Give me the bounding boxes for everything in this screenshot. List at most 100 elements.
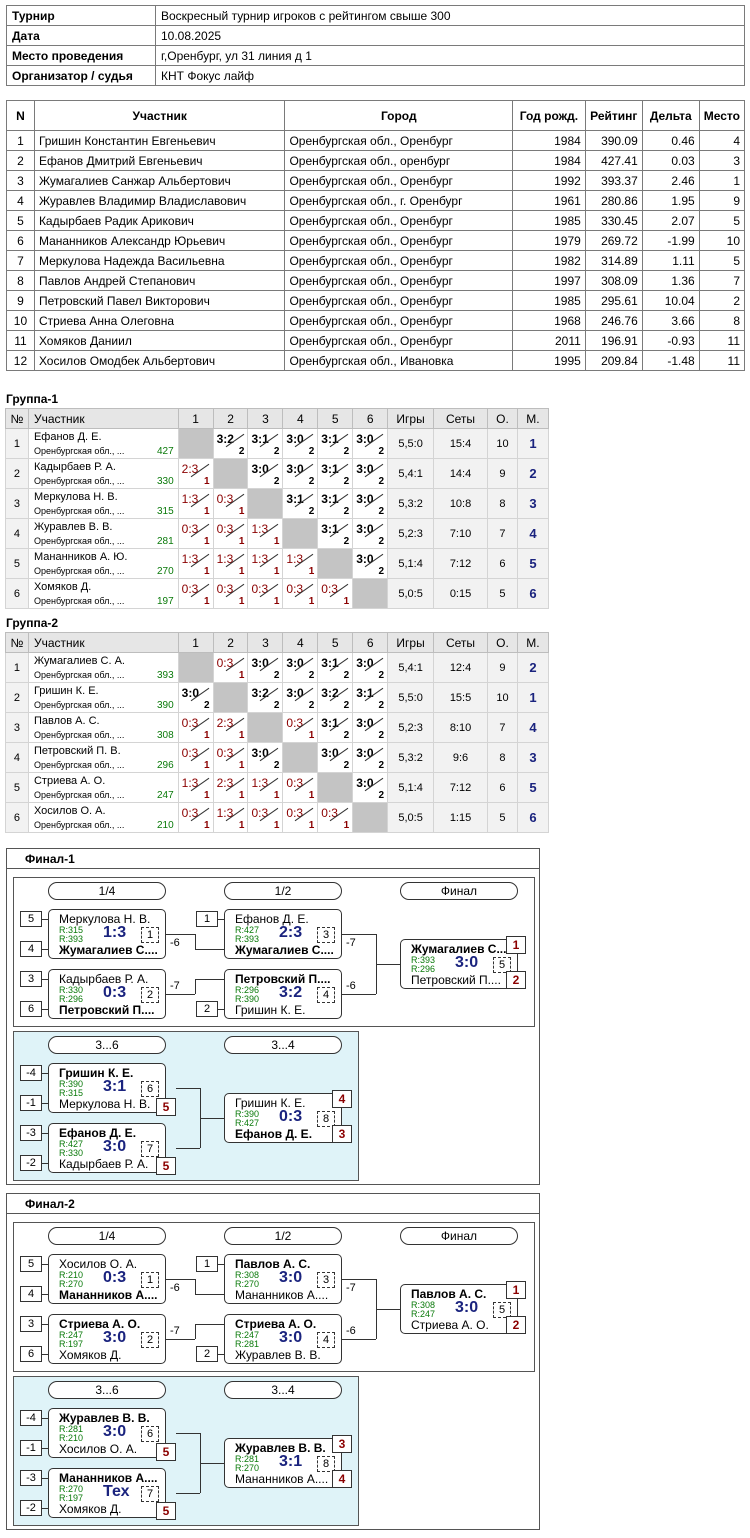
group-player: Кадырбаев Р. А. Оренбургская обл., ... 330 <box>27 458 179 489</box>
match-points: 2 <box>378 536 385 547</box>
group-1-table: № Участник 1 2 3 4 5 6 Игры Сеты О. М. 1 Ефанов Д. Е.… <box>5 408 550 609</box>
group-header-row: № Участник 1 2 3 4 5 6 Игры Сеты О. М. <box>5 632 550 653</box>
set-score: 0:3 <box>321 806 338 820</box>
match-rating-2: R:247 <box>411 1309 436 1319</box>
match-rating-2: R:197 <box>59 1339 84 1349</box>
match-result-cell: 2:3 1 <box>177 458 214 489</box>
sets-total: 10:8 <box>433 488 488 519</box>
bracket-line <box>218 1354 224 1355</box>
match-points: 1 <box>273 536 280 547</box>
match-points: 1 <box>273 596 280 607</box>
round-label: Финал <box>400 882 518 900</box>
match-player-1: Стриева А. О. <box>235 1317 317 1331</box>
bracket-line <box>200 1118 224 1119</box>
match-result-cell: 3:0 2 <box>352 652 389 683</box>
loser-ref: -6 <box>346 980 356 992</box>
bracket-line <box>195 1324 224 1325</box>
match-points: 1 <box>273 566 280 577</box>
set-score: 0:3 <box>286 716 304 730</box>
player-rating: 197 <box>156 596 174 607</box>
points-total: 5 <box>486 578 518 609</box>
set-score: 0:3 <box>251 582 269 596</box>
match-score: 3:1 <box>103 1078 127 1095</box>
place-box: 1 <box>506 936 526 954</box>
group-header: 4 <box>282 408 319 429</box>
match-points: 2 <box>343 536 350 547</box>
group-header: 3 <box>247 408 284 429</box>
match-points: 1 <box>204 790 210 801</box>
set-score: 3:1 <box>321 522 339 536</box>
sets-total: 7:12 <box>433 548 488 579</box>
match-result-cell: 0:3 1 <box>177 742 214 773</box>
points-total: 8 <box>486 742 518 773</box>
match-player-1: Гришин К. Е. <box>235 1096 306 1110</box>
match-result-cell: 0:3 1 <box>282 712 319 743</box>
set-score: 1:3 <box>251 522 269 536</box>
loser-ref: -6 <box>170 1282 180 1294</box>
match-points: 1 <box>238 760 245 771</box>
match-points: 1 <box>238 730 245 741</box>
seed-box: 4 <box>20 1286 42 1302</box>
match-rating-2: R:197 <box>59 1493 84 1503</box>
place-box: 5 <box>156 1443 176 1461</box>
match-rating-1: R:281 <box>235 1454 260 1464</box>
group-row-number: 1 <box>5 428 29 459</box>
match-rating-1: R:247 <box>235 1330 260 1340</box>
match-player-2: Кадырбаев Р. А. <box>59 1157 149 1171</box>
match-rating-1: R:390 <box>59 1079 84 1089</box>
participants-header: Дельта <box>641 100 700 131</box>
participant-cell: Оренбургская обл., Оренбург <box>284 130 514 151</box>
participant-cell: 4 <box>6 190 35 211</box>
match-points: 1 <box>308 820 315 831</box>
participant-cell: 7 <box>6 250 35 271</box>
set-score: 0:3 <box>286 582 304 596</box>
match-points: 2 <box>273 476 280 487</box>
group-place: 3 <box>516 742 550 773</box>
sets-total: 9:6 <box>433 742 488 773</box>
round-label: 3...6 <box>48 1381 166 1399</box>
match-rating-2: R:270 <box>235 1463 260 1473</box>
match-player-2: Стриева А. О. <box>411 1318 489 1332</box>
match-points: 2 <box>343 670 350 681</box>
seed-box: -1 <box>20 1095 42 1111</box>
player-city: Оренбургская обл., ... <box>33 536 125 546</box>
set-score: 0:3 <box>286 806 304 820</box>
place-box: 3 <box>332 1435 352 1453</box>
round-label: 3...4 <box>224 1381 342 1399</box>
participant-row: 11 Хомяков Даниил Оренбургская обл., Оренб… <box>6 330 746 351</box>
bracket-line <box>342 1339 376 1340</box>
match-result-cell: 3:1 2 <box>317 518 354 549</box>
set-score: 3:1 <box>321 656 339 670</box>
set-score: 1:3 <box>251 552 269 566</box>
match-sf2: Петровский П.... R:296 R:390 3:2 4 Гришин К. … <box>224 969 342 1019</box>
participants-header: Рейтинг <box>584 100 643 131</box>
participant-cell: -1.48 <box>641 350 700 371</box>
participant-cell: 1984 <box>512 150 586 171</box>
match-result-cell: 3:0 2 <box>317 742 354 773</box>
participants-header: Участник <box>33 100 286 131</box>
round-label: 3...4 <box>224 1036 342 1054</box>
participant-cell: 1992 <box>512 170 586 191</box>
player-city: Оренбургская обл., ... <box>33 446 125 456</box>
match-result-cell: 3:1 2 <box>247 428 284 459</box>
sets-total: 7:10 <box>433 518 488 549</box>
match-c1: Гришин К. Е. R:390 R:315 3:1 6 Меркулова Н. В… <box>48 1063 166 1113</box>
seed-box: -4 <box>20 1065 42 1081</box>
seed-box: 5 <box>20 1256 42 1272</box>
group-row-number: 6 <box>5 802 29 833</box>
group-header: 5 <box>317 632 354 653</box>
match-c34: Гришин К. Е. R:390 R:427 0:3 8 Ефанов Д. Е. <box>224 1093 342 1143</box>
bracket-line <box>42 1009 48 1010</box>
participant-cell: 8 <box>6 270 35 291</box>
match-result-cell: 3:0 2 <box>352 742 389 773</box>
match-qf1: Хосилов О. А. R:210 R:270 0:3 1 Мананников А.… <box>48 1254 166 1304</box>
player-rating: 330 <box>156 476 174 487</box>
match-result-cell: 3:1 2 <box>317 458 354 489</box>
match-number: 7 <box>141 1486 159 1502</box>
match-rating-2: R:427 <box>235 1118 260 1128</box>
group-place: 5 <box>516 772 550 803</box>
set-score: 0:3 <box>286 776 304 790</box>
sets-total: 14:4 <box>433 458 488 489</box>
group-row: 1 Жумагалиев С. А. Оренбургская обл., ... 3… <box>5 652 550 683</box>
participant-row: 12 Хосилов Омодбек Альбертович Оренбургска… <box>6 350 746 371</box>
